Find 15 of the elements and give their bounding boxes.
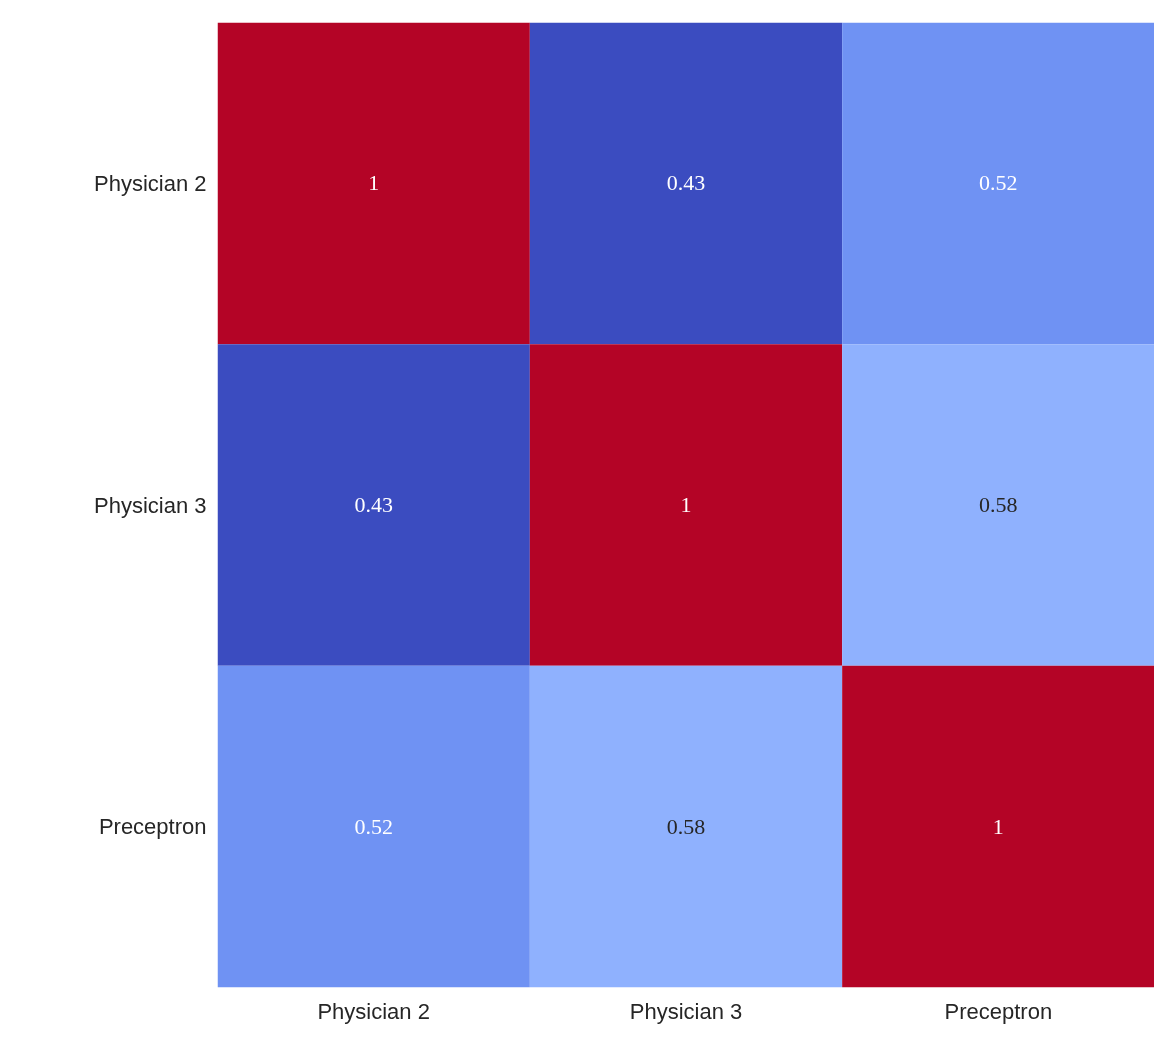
data-label: 0.58 [979,492,1018,517]
data-label: 0.52 [354,813,393,839]
data-label: 1 [992,813,1004,839]
data-label: 0.52 [979,170,1018,196]
data-label: 0.58 [666,813,706,839]
x-tick-label: Physician 3 [629,998,743,1024]
x-tick-label: Physician 2 [317,998,430,1024]
data-label: 1 [368,170,380,196]
data-label: 0.43 [354,492,393,517]
y-tick-label: Physician 2 [94,170,207,196]
data-label: 1 [680,492,692,517]
y-tick-label: Physician 3 [94,492,207,518]
x-tick-label: Preceptron [944,998,1053,1024]
y-tick-label: Preceptron [98,814,207,840]
data-label: 0.43 [666,170,706,196]
